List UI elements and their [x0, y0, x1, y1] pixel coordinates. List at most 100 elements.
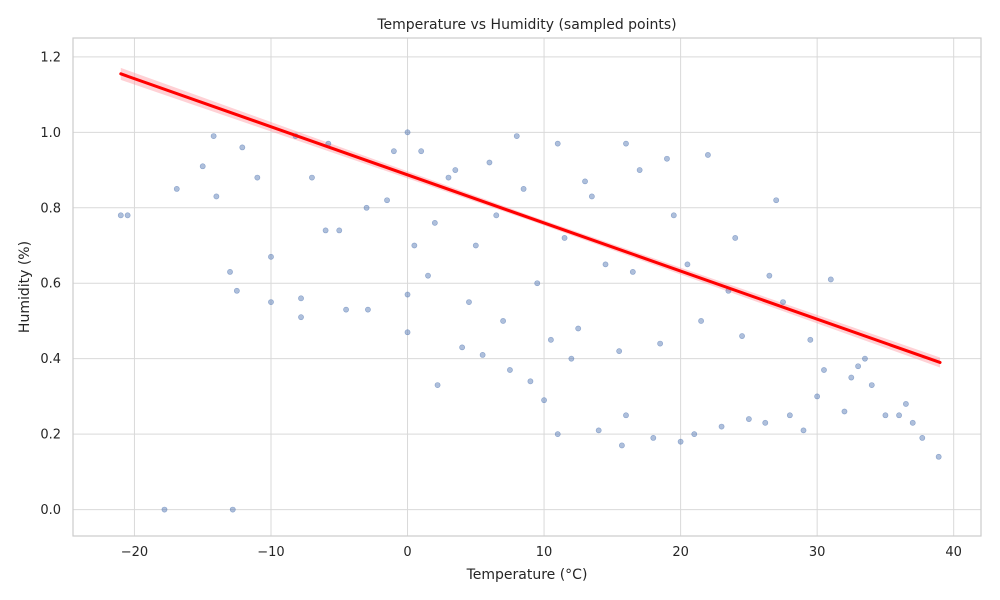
data-point: [561, 235, 568, 241]
data-point: [527, 378, 534, 385]
data-point: [636, 167, 643, 173]
data-point: [848, 374, 855, 381]
data-point: [227, 269, 233, 275]
data-point: [691, 431, 698, 438]
data-point: [124, 212, 131, 219]
x-tick-label: 0: [403, 545, 411, 560]
data-point: [862, 355, 868, 362]
data-point: [684, 261, 691, 268]
data-point: [800, 427, 807, 434]
data-point: [404, 129, 411, 136]
data-point: [588, 193, 595, 200]
data-point: [882, 412, 889, 419]
data-point: [732, 235, 739, 241]
y-ticks: 0.0 0.2 0.4 0.6 0.8 1.0 1.2: [40, 50, 61, 518]
regression-line: [119, 72, 942, 364]
data-point: [575, 325, 582, 332]
data-point: [431, 219, 438, 226]
data-point: [404, 291, 411, 298]
data-point: [479, 352, 486, 358]
scatter-points: [117, 129, 942, 513]
data-point: [935, 453, 942, 460]
data-point: [390, 148, 397, 155]
grid: [73, 38, 981, 536]
y-tick-label: 0.6: [40, 277, 61, 292]
data-point: [459, 344, 466, 351]
data-point: [903, 401, 909, 407]
data-point: [425, 272, 431, 279]
data-point: [520, 186, 527, 192]
data-point: [780, 299, 786, 305]
data-point: [623, 140, 629, 147]
data-point: [343, 306, 349, 313]
data-point: [404, 329, 411, 336]
x-tick-label: 20: [672, 545, 689, 560]
data-point: [582, 178, 588, 185]
data-point: [618, 442, 625, 449]
y-axis-label: Humidity (%): [17, 241, 33, 333]
data-point: [698, 318, 704, 324]
x-tick-label: −20: [121, 545, 148, 560]
data-point: [229, 506, 236, 513]
data-point: [595, 427, 602, 434]
data-point: [745, 416, 752, 422]
data-point: [117, 212, 124, 219]
data-point: [173, 186, 180, 192]
data-point: [309, 174, 315, 181]
data-point: [629, 269, 636, 275]
data-point: [363, 204, 370, 211]
data-point: [452, 167, 459, 173]
y-tick-label: 0.4: [40, 352, 61, 367]
data-point: [705, 152, 711, 158]
data-point: [670, 212, 677, 219]
x-tick-label: −10: [257, 545, 284, 560]
data-point: [821, 367, 827, 373]
data-point: [336, 227, 343, 234]
data-point: [541, 397, 547, 404]
data-point: [773, 197, 780, 204]
data-point: [210, 133, 217, 139]
data-point: [855, 363, 862, 370]
data-point: [298, 295, 304, 302]
data-point: [268, 299, 274, 305]
data-point: [762, 419, 769, 426]
data-point: [650, 435, 657, 441]
y-tick-label: 0.2: [40, 428, 61, 443]
data-point: [554, 140, 561, 147]
x-axis-label: Temperature (°C): [466, 567, 588, 583]
data-point: [909, 419, 916, 426]
data-point: [814, 393, 821, 400]
data-point: [384, 197, 390, 204]
data-point: [365, 306, 371, 313]
data-point: [500, 318, 507, 324]
data-point: [472, 242, 479, 249]
data-point: [322, 227, 329, 234]
data-point: [493, 212, 500, 219]
data-point: [739, 333, 745, 339]
x-tick-label: 10: [536, 545, 553, 560]
data-point: [445, 174, 452, 181]
data-point: [896, 412, 902, 419]
data-point: [807, 336, 814, 343]
y-tick-label: 1.2: [40, 50, 61, 65]
data-point: [534, 280, 541, 287]
data-point: [766, 272, 773, 279]
x-tick-label: 40: [945, 545, 962, 560]
data-point: [602, 261, 609, 268]
data-point: [254, 174, 261, 181]
data-point: [827, 276, 834, 283]
data-point: [486, 159, 493, 166]
x-ticks: −20 −10 0 10 20 30 40: [121, 545, 962, 560]
y-tick-label: 0.8: [40, 201, 61, 216]
data-point: [161, 506, 168, 513]
data-point: [268, 253, 274, 260]
data-point: [554, 431, 561, 438]
plot-frame: [72, 37, 982, 537]
data-point: [868, 382, 875, 388]
data-point: [418, 148, 425, 155]
data-point: [233, 287, 240, 294]
data-point: [623, 412, 629, 419]
data-point: [513, 133, 520, 139]
